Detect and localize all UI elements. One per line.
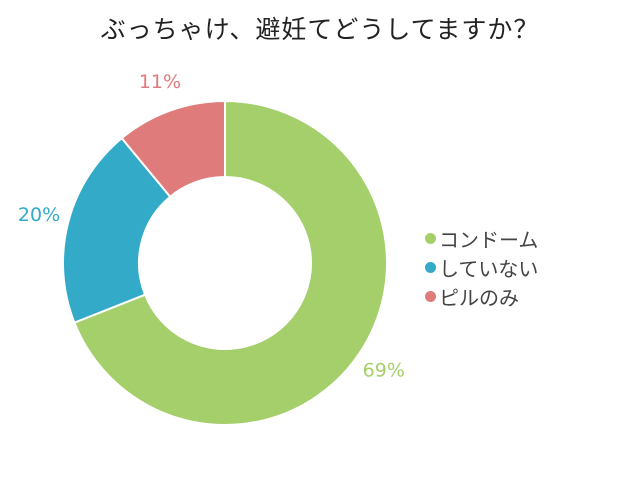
legend-marker-condom <box>425 233 436 244</box>
chart-title: ぶっちゃけ、避妊てどうしてますか？ <box>100 15 540 44</box>
legend-item-condom: コンドーム <box>425 224 538 253</box>
slice-condom <box>73 99 388 426</box>
percent-label-condom: 69% <box>363 359 405 381</box>
percent-labels-layer: 69% 20% 11% <box>18 71 405 382</box>
chart-legend: コンドーム していない ピルのみ <box>425 224 538 311</box>
legend-item-pill: ピルのみ <box>425 282 538 311</box>
legend-marker-pill <box>425 291 436 302</box>
slice-none <box>62 136 172 324</box>
legend-item-none: していない <box>425 253 538 282</box>
slice-pill <box>120 99 226 199</box>
legend-marker-none <box>425 262 436 273</box>
legend-label-none: していない <box>439 257 539 281</box>
percent-label-none: 20% <box>18 204 60 226</box>
legend-label-condom: コンドーム <box>439 228 539 252</box>
legend-label-pill: ピルのみ <box>439 286 519 310</box>
slices-layer <box>62 99 388 426</box>
percent-label-pill: 11% <box>139 71 181 93</box>
